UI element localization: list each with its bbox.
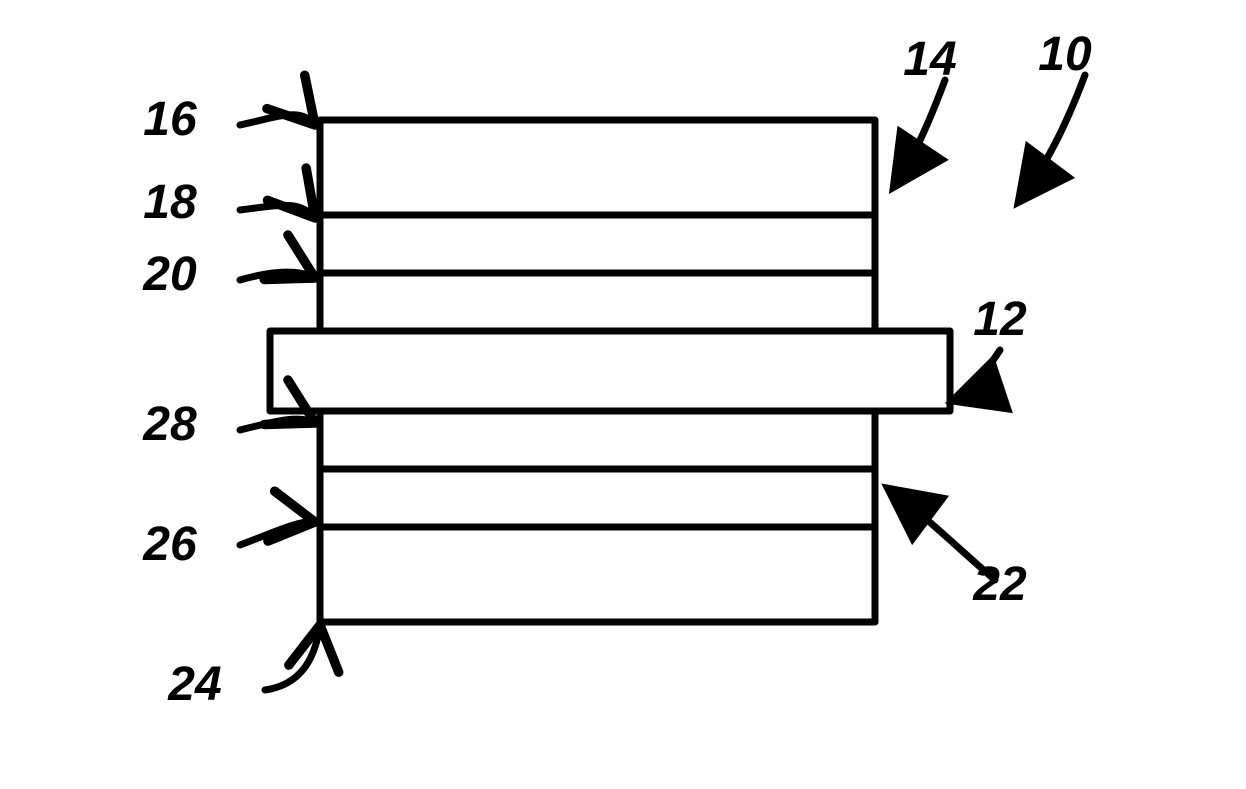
leader-l12 [955,350,1000,400]
label-l18: 18 [143,176,197,229]
layer-stack [270,120,950,622]
leader-l24 [265,625,320,690]
leader-l18 [240,205,315,218]
diagram-canvas: 16 18 20 28 26 24 12 22 14 10 [0,0,1246,789]
label-l10: 10 [1038,28,1092,81]
center-bar [270,331,950,411]
leader-l16 [240,115,315,125]
leader-l10 [1020,75,1085,200]
label-l22: 22 [972,558,1027,611]
label-l20: 20 [142,248,197,301]
label-l12: 12 [973,293,1027,346]
leader-l14 [895,80,945,185]
label-l24: 24 [167,658,221,711]
leader-l20 [240,272,315,280]
leader-l26 [240,522,315,545]
label-l16: 16 [143,93,197,146]
label-l28: 28 [142,398,197,451]
label-l26: 26 [142,518,197,571]
leader-l28 [240,419,315,430]
label-l14: 14 [903,33,956,86]
